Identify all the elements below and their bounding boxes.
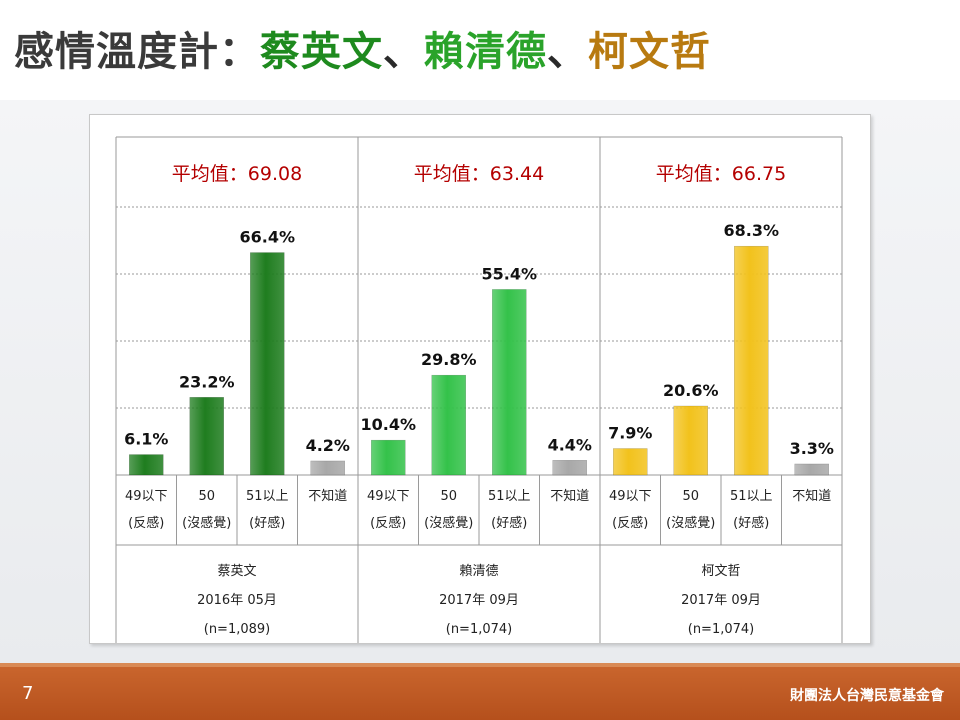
category-sublabel: (好感) <box>491 515 527 531</box>
group-name: 柯文哲 <box>701 564 740 579</box>
data-label: 6.1% <box>124 430 168 449</box>
group-name: 蔡英文 <box>217 564 256 579</box>
bar <box>552 460 587 476</box>
category-label: 49以下 <box>367 489 410 504</box>
average-label: 平均值：66.75 <box>656 163 786 185</box>
data-label: 3.3% <box>790 439 834 458</box>
group-date: 2017年 09月 <box>681 593 761 608</box>
page-number: 7 <box>22 683 34 704</box>
average-label: 平均值：69.08 <box>172 163 302 185</box>
title-names: 蔡英文、賴清德、柯文哲 <box>260 29 711 75</box>
category-sublabel: (好感) <box>733 515 769 531</box>
bar <box>794 463 829 476</box>
category-label: 51以上 <box>730 489 773 504</box>
category-sublabel: (反感) <box>128 515 164 531</box>
category-label: 49以下 <box>609 489 652 504</box>
data-label: 4.2% <box>306 436 350 455</box>
organization-name: 財團法人台灣民意基金會 <box>790 688 944 704</box>
category-label: 49以下 <box>125 489 168 504</box>
bar <box>492 289 527 476</box>
data-label: 68.3% <box>723 221 779 240</box>
bar <box>371 439 406 476</box>
data-label: 20.6% <box>663 381 719 400</box>
feeling-thermometer-chart: 平均值：69.08 6.1% 49以下 (反感) 23.2% 50 (沒感覺) 66.4% 51… <box>115 136 843 643</box>
bar <box>129 454 164 476</box>
group-date: 2016年 05月 <box>197 593 277 608</box>
footer-bar: 7 財團法人台灣民意基金會 <box>0 663 960 720</box>
category-sublabel: (反感) <box>612 515 648 531</box>
category-label: 不知道 <box>308 488 347 504</box>
title-prefix: 感情溫度計： <box>14 29 260 75</box>
category-label: 不知道 <box>550 488 589 504</box>
data-label: 66.4% <box>239 228 295 247</box>
group-sample: (n=1,074) <box>446 622 513 637</box>
category-label: 50 <box>198 489 215 504</box>
category-sublabel: (反感) <box>370 515 406 531</box>
data-label: 10.4% <box>360 415 416 434</box>
group-sample: (n=1,074) <box>688 622 755 637</box>
group-name: 賴清德 <box>459 564 498 579</box>
data-label: 4.4% <box>548 435 592 454</box>
category-label: 51以上 <box>246 489 289 504</box>
bar <box>613 448 648 476</box>
category-sublabel: (沒感覺) <box>424 515 473 531</box>
category-label: 50 <box>682 489 699 504</box>
bar <box>734 245 769 476</box>
data-label: 55.4% <box>481 264 537 283</box>
average-label: 平均值：63.44 <box>414 163 544 185</box>
data-label: 29.8% <box>421 350 477 369</box>
title-name: 柯文哲 <box>588 29 711 75</box>
bar <box>250 252 285 476</box>
category-label: 不知道 <box>792 488 831 504</box>
title-separator: 、 <box>547 29 588 75</box>
category-label: 50 <box>440 489 457 504</box>
data-label: 7.9% <box>608 424 652 443</box>
category-sublabel: (好感) <box>249 515 285 531</box>
group-date: 2017年 09月 <box>439 593 519 608</box>
title-name: 蔡英文 <box>260 29 383 75</box>
bar <box>431 374 466 476</box>
chart-frame: 平均值：69.08 6.1% 49以下 (反感) 23.2% 50 (沒感覺) 66.4% 51… <box>89 114 871 644</box>
title-name: 賴清德 <box>424 29 547 75</box>
category-label: 51以上 <box>488 489 531 504</box>
title-separator: 、 <box>383 29 424 75</box>
bar <box>189 397 224 476</box>
data-label: 23.2% <box>179 372 235 391</box>
bar <box>673 405 708 476</box>
category-sublabel: (沒感覺) <box>666 515 715 531</box>
category-sublabel: (沒感覺) <box>182 515 231 531</box>
bar <box>310 460 345 476</box>
group-sample: (n=1,089) <box>204 622 271 637</box>
slide-title: 感情溫度計：蔡英文、賴清德、柯文哲 <box>14 22 711 82</box>
